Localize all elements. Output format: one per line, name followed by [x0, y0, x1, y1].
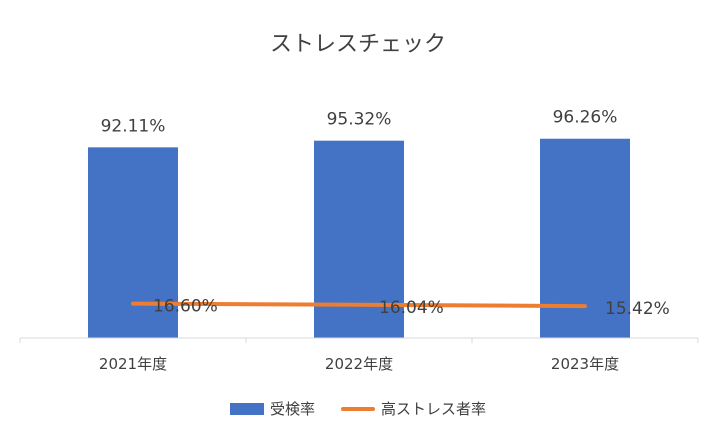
- line-series-stress: [131, 301, 587, 309]
- bar-data-label-2: 95.32%: [327, 110, 392, 130]
- legend: 受検率 高ストレス者率: [0, 398, 716, 419]
- bar-data-label-1: 92.11%: [101, 116, 166, 136]
- chart-title: ストレスチェック: [269, 32, 446, 57]
- line-data-label-2: 16.04%: [379, 298, 444, 318]
- bar-data-label-3: 96.26%: [553, 108, 618, 128]
- legend-swatch-line: [341, 406, 375, 411]
- line-data-label-1: 16.60%: [153, 297, 218, 317]
- x-tick-label-1: 2021年度: [99, 355, 167, 373]
- legend-item-line: 高ストレス者率: [341, 398, 486, 419]
- legend-label-line: 高ストレス者率: [381, 400, 487, 418]
- legend-label-bar: 受検率: [269, 400, 315, 418]
- x-tick-label-3: 2023年度: [551, 355, 619, 373]
- bar-1: [88, 147, 178, 338]
- legend-item-bar: 受検率: [229, 398, 315, 419]
- x-tick-label-2: 2022年度: [325, 355, 393, 373]
- legend-swatch-bar: [229, 402, 264, 415]
- line-data-label-3: 15.42%: [605, 299, 670, 319]
